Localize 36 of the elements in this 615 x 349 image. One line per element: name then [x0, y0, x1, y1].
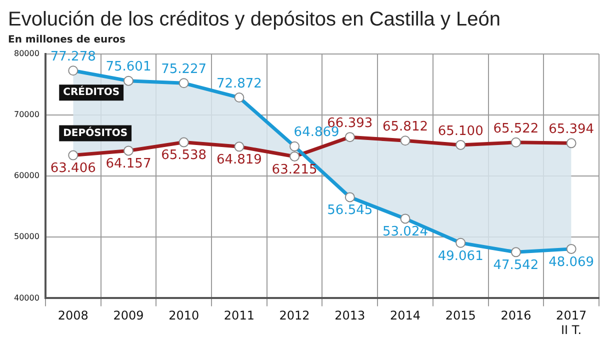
x-tick-label: 2017 II T. — [556, 308, 587, 337]
y-tick-label: 80000 — [14, 49, 40, 58]
chart-title: Evolución de los créditos y depósitos en Castilla y León — [8, 8, 500, 31]
data-label: 75.227 — [161, 62, 207, 78]
x-tick-label: 2016 — [500, 308, 532, 323]
data-label: 65.394 — [548, 122, 594, 138]
y-tick-label: 70000 — [14, 110, 40, 120]
y-tick-label: 60000 — [14, 171, 40, 180]
data-label: 63.215 — [272, 162, 318, 178]
data-label: 49.061 — [438, 248, 484, 264]
data-label: 65.522 — [493, 121, 539, 136]
data-label: 77.278 — [50, 49, 96, 64]
x-tick-label: 2008 — [58, 308, 88, 323]
y-tick-label: 40000 — [14, 293, 40, 302]
series-label: CRÉDITOS — [63, 85, 120, 98]
data-label: 65.812 — [382, 119, 428, 134]
x-tick-label: 2013 — [334, 308, 366, 323]
data-label: 56.545 — [327, 203, 373, 218]
series-label: DEPÓSITOS — [63, 126, 128, 139]
data-label: 65.100 — [438, 124, 484, 139]
data-label: 65.538 — [161, 148, 207, 164]
data-label: 63.406 — [50, 161, 96, 176]
chart-subtitle: En millones de euros — [8, 34, 126, 46]
x-tick-label: 2009 — [113, 308, 144, 323]
data-label: 75.601 — [106, 60, 152, 75]
data-label: 64.819 — [216, 152, 262, 168]
data-label: 64.157 — [106, 156, 152, 172]
data-label: 72.872 — [216, 76, 262, 92]
x-tick-label: 2010 — [168, 308, 200, 323]
y-tick-label: 50000 — [14, 232, 40, 242]
x-tick-label: 2012 — [279, 308, 310, 323]
data-label: 47.542 — [493, 258, 539, 274]
x-tick-label: 2011 — [224, 308, 254, 323]
x-tick-label: 2015 — [445, 308, 476, 323]
data-label: 48.069 — [548, 254, 594, 270]
x-tick-label: 2014 — [390, 308, 421, 323]
